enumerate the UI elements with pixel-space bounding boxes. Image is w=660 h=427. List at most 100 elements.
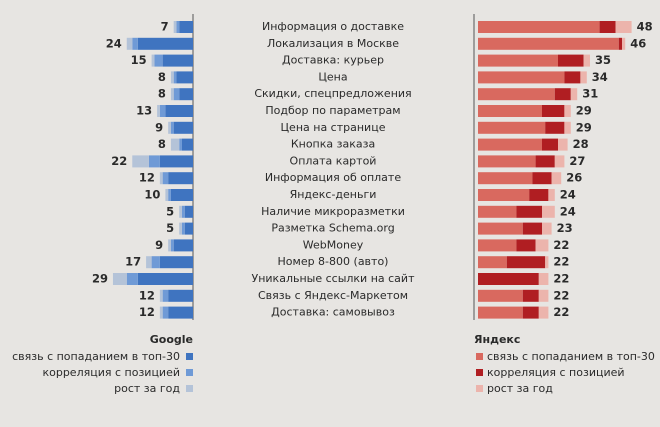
- bar-segment: [522, 289, 539, 302]
- legend-swatch: [476, 369, 483, 376]
- value-label: 22: [553, 238, 569, 252]
- bar-segment: [570, 88, 578, 101]
- category-label: Локализация в Москве: [267, 37, 399, 50]
- value-label: 15: [131, 53, 147, 67]
- value-label: 23: [557, 221, 573, 235]
- bar-segment: [522, 306, 539, 319]
- bar-segment: [179, 205, 182, 218]
- bar-segment: [159, 172, 163, 185]
- category-label: WebMoney: [303, 238, 364, 251]
- bar-segment: [168, 121, 171, 134]
- bar-segment: [478, 37, 619, 50]
- bar-segment: [478, 54, 558, 67]
- value-label: 46: [630, 36, 646, 50]
- bar-segment: [179, 138, 182, 151]
- bar-segment: [112, 273, 127, 285]
- bar-segment: [181, 138, 193, 151]
- bar-segment: [599, 21, 616, 33]
- legend-swatch: [476, 385, 483, 392]
- legend-label: рост за год: [487, 382, 553, 395]
- value-label: 8: [158, 70, 166, 84]
- bar-segment: [162, 54, 193, 67]
- value-label: 22: [553, 272, 569, 286]
- bar-segment: [542, 222, 552, 235]
- bar-segment: [184, 205, 193, 218]
- value-label: 35: [595, 53, 611, 67]
- value-label: 12: [139, 305, 155, 319]
- bar-segment: [478, 239, 517, 252]
- bar-segment: [554, 88, 571, 101]
- bar-segment: [184, 222, 193, 235]
- bar-segment: [532, 172, 552, 185]
- bar-segment: [173, 21, 177, 33]
- bar-segment: [168, 172, 193, 185]
- value-label: 29: [576, 120, 592, 134]
- value-label: 26: [566, 171, 582, 185]
- value-label: 34: [592, 70, 608, 84]
- bar-segment: [516, 239, 536, 252]
- bar-segment: [478, 121, 546, 134]
- bar-segment: [146, 256, 152, 269]
- bar-segment: [478, 138, 542, 151]
- category-label: Яндекс-деньги: [290, 188, 377, 201]
- bar-segment: [478, 256, 507, 269]
- bar-segment: [154, 54, 163, 67]
- bar-segment: [159, 256, 193, 269]
- bar-segment: [126, 273, 138, 285]
- bar-segment: [478, 222, 523, 235]
- bar-segment: [478, 205, 517, 218]
- legend-label: рост за год: [114, 382, 180, 395]
- legend-swatch: [476, 353, 483, 360]
- bar-segment: [506, 256, 546, 269]
- category-label: Скидки, спецпредложения: [254, 87, 411, 100]
- value-label: 8: [158, 87, 166, 101]
- value-label: 27: [569, 154, 585, 168]
- bar-segment: [478, 105, 542, 117]
- bar-segment: [173, 239, 193, 252]
- bar-segment: [170, 189, 193, 201]
- bar-segment: [564, 105, 571, 117]
- value-label: 17: [125, 255, 141, 269]
- bar-segment: [478, 289, 523, 302]
- bar-segment: [558, 54, 584, 67]
- bar-segment: [545, 256, 549, 269]
- bar-segment: [535, 239, 549, 252]
- bar-segment: [538, 289, 549, 302]
- category-label: Оплата картой: [290, 154, 377, 167]
- category-label: Уникальные ссылки на сайт: [252, 272, 416, 285]
- bar-segment: [522, 222, 542, 235]
- category-label: Связь с Яндекс-Маркетом: [258, 289, 408, 302]
- bar-segment: [554, 155, 565, 168]
- category-label: Разметка Schema.org: [271, 222, 394, 235]
- legend-title: Яндекс: [474, 333, 520, 346]
- category-label: Подбор по параметрам: [265, 104, 400, 117]
- bar-segment: [535, 155, 555, 168]
- bar-segment: [159, 155, 193, 168]
- bar-segment: [583, 54, 590, 67]
- category-label: Информация о доставке: [262, 20, 404, 33]
- bar-segment: [181, 205, 185, 218]
- bar-segment: [478, 189, 530, 201]
- bar-segment: [162, 306, 169, 319]
- value-label: 12: [139, 171, 155, 185]
- bar-segment: [170, 88, 174, 101]
- value-label: 31: [582, 87, 598, 101]
- legend-title: Google: [150, 333, 193, 346]
- bar-segment: [558, 138, 568, 151]
- bar-segment: [478, 71, 565, 84]
- bar-segment: [478, 88, 555, 101]
- bar-segment: [179, 88, 193, 101]
- bar-segment: [478, 273, 539, 285]
- value-label: 10: [144, 188, 160, 202]
- value-label: 7: [161, 20, 169, 34]
- value-label: 9: [155, 238, 163, 252]
- bar-segment: [622, 37, 626, 50]
- bar-segment: [181, 222, 185, 235]
- bar-segment: [132, 155, 149, 168]
- value-label: 9: [155, 120, 163, 134]
- bar-segment: [126, 37, 133, 50]
- bar-segment: [148, 155, 160, 168]
- bar-segment: [542, 205, 555, 218]
- bar-segment: [168, 189, 171, 201]
